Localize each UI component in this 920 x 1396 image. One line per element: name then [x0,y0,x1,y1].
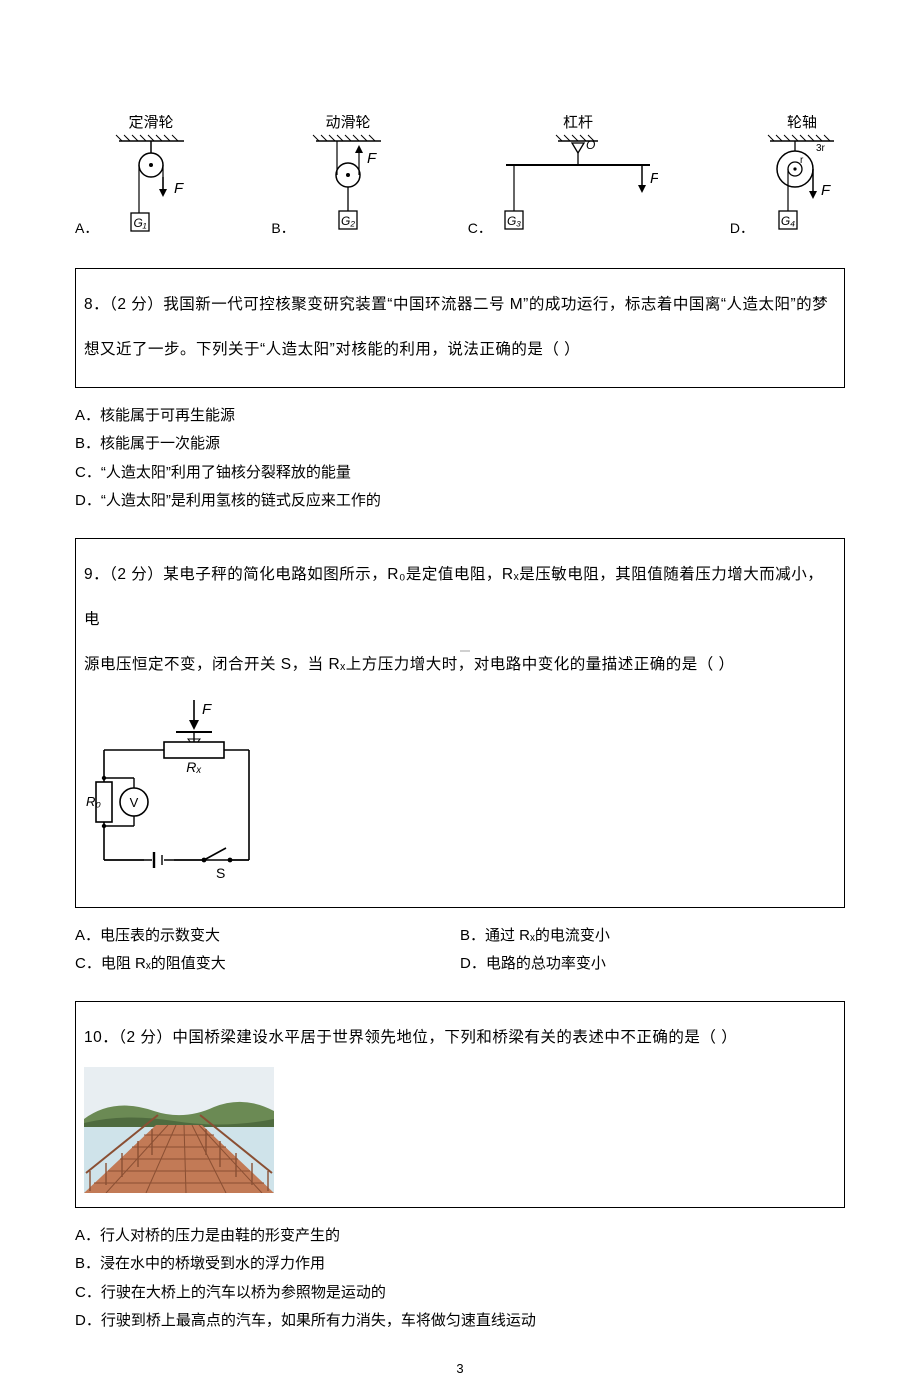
q9-option-b: B．通过 Rₓ的电流变小 [460,922,845,951]
watermark-dash [460,650,470,652]
q8-option-b: B．核能属于一次能源 [75,430,845,459]
q8-stem-box: 8．（2 分）我国新一代可控核聚变研究装置“中国环流器二号 M”的成功运行，标志… [75,268,845,388]
q10-bridge-wrap [84,1067,836,1193]
q8-option-c: C．“人造太阳”利用了铀核分裂释放的能量 [75,459,845,488]
q9-S-label: S [216,865,225,881]
q7d-weight-label: G₄ [781,214,795,228]
lever-label: 杠杆 [563,115,593,131]
wheel-axle-diagram: 轮轴 3r r G₄ [760,115,845,240]
wheel-axle-label: 轮轴 [787,115,817,131]
q9-F-label: F [202,701,212,718]
q9-R0-label: R₀ [86,794,101,809]
q7b-weight-label: G₂ [341,214,355,228]
q7c-weight-label: G₃ [507,214,521,228]
q9-circuit-wrap: F Rₓ R₀ V [84,692,836,887]
q8-options: A．核能属于可再生能源 B．核能属于一次能源 C．“人造太阳”利用了铀核分裂释放… [75,402,845,516]
q9-stem-line1: 9．（2 分）某电子秤的简化电路如图所示，R₀是定值电阻，Rₓ是压敏电阻，其阻值… [84,553,836,643]
q9-circuit-diagram: F Rₓ R₀ V [84,692,264,882]
q7-option-d-letter: D． [730,218,754,240]
q10-stem-box: 10．（2 分）中国桥梁建设水平居于世界领先地位，下列和桥梁有关的表述中不正确的… [75,1001,845,1208]
q9-option-d: D．电路的总功率变小 [460,950,845,979]
q9-Rx-label: Rₓ [186,759,201,775]
q7-option-c-cell: C． 杠杆 O G₃ [468,115,658,240]
q7-option-b-letter: B． [271,218,294,240]
q10-option-b: B．浸在水中的桥墩受到水的浮力作用 [75,1250,845,1279]
q9-option-a: A．电压表的示数变大 [75,922,460,951]
q10-option-a: A．行人对桥的压力是由鞋的形变产生的 [75,1222,845,1251]
q7-options-row: A． 定滑轮 [75,115,845,240]
q7-option-a-letter: A． [75,218,98,240]
q8-stem-line2: 想又近了一步。下列关于“人造太阳”对核能的利用，说法正确的是（ ） [84,328,836,373]
q9-battery-icon [104,852,202,868]
moving-pulley-diagram: 动滑轮 F G₂ [301,115,396,240]
q7a-force-label: F [174,180,184,197]
q10-option-c: C．行驶在大桥上的汽车以桥为参照物是运动的 [75,1279,845,1308]
q7-option-d-cell: D． 轮轴 3r r [730,115,845,240]
page-number: 3 [0,1361,920,1376]
q9-option-c: C．电阻 Rₓ的阻值变大 [75,950,460,979]
q10-option-d: D．行驶到桥上最高点的汽车，如果所有力消失，车将做匀速直线运动 [75,1307,845,1336]
q10-options: A．行人对桥的压力是由鞋的形变产生的 B．浸在水中的桥墩受到水的浮力作用 C．行… [75,1222,845,1336]
moving-pulley-label: 动滑轮 [325,115,370,131]
lever-diagram: 杠杆 O G₃ [498,115,658,240]
q7-option-c-letter: C． [468,218,492,240]
q9-options: A．电压表的示数变大 B．通过 Rₓ的电流变小 C．电阻 Rₓ的阻值变大 D．电… [75,922,845,979]
q10-stem-line: 10．（2 分）中国桥梁建设水平居于世界领先地位，下列和桥梁有关的表述中不正确的… [84,1016,836,1061]
fixed-pulley-label: 定滑轮 [129,115,174,131]
q7a-weight-label: G₁ [134,216,147,230]
q8-stem-line1: 8．（2 分）我国新一代可控核聚变研究装置“中国环流器二号 M”的成功运行，标志… [84,283,836,328]
q7b-force-label: F [367,150,377,167]
q9-stem-box: 9．（2 分）某电子秤的简化电路如图所示，R₀是定值电阻，Rₓ是压敏电阻，其阻值… [75,538,845,908]
wheel-3r-label: 3r [816,143,826,154]
lever-pivot-label: O [586,138,595,152]
q7-option-b-cell: B． 动滑轮 F [271,115,395,240]
q7d-force-label: F [821,182,831,199]
q7c-force-label: F [650,170,658,187]
fixed-pulley-diagram: 定滑轮 [104,115,199,240]
bridge-photo [84,1067,274,1193]
q8-option-d: D．“人造太阳”是利用氢核的链式反应来工作的 [75,487,845,516]
q9-V-label: V [130,795,139,810]
q7-option-a-cell: A． 定滑轮 [75,115,199,240]
q8-option-a: A．核能属于可再生能源 [75,402,845,431]
